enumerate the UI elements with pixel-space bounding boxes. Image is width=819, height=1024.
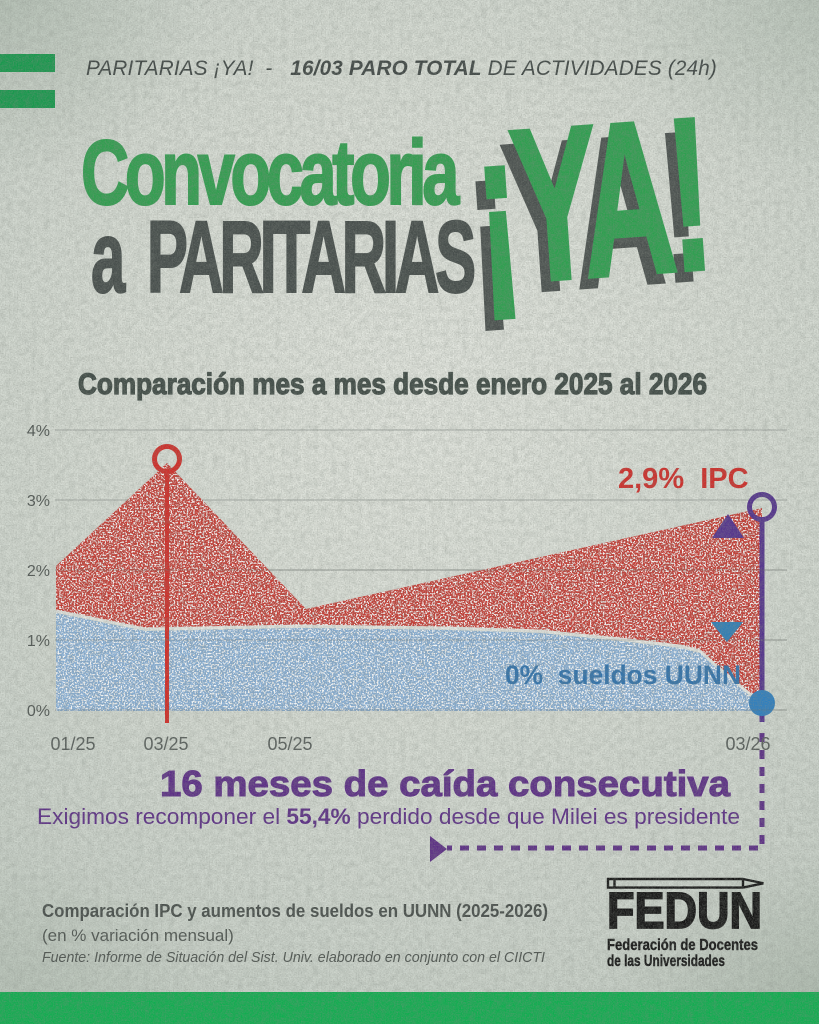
svg-text:0%: 0% [27, 703, 50, 720]
svg-text:03/25: 03/25 [143, 734, 188, 754]
svg-text:Federación de Docentes: Federación de Docentes [607, 937, 758, 954]
svg-text:01/25: 01/25 [50, 734, 95, 754]
svg-text:de las Universidades: de las Universidades [607, 953, 725, 970]
svg-text:4%: 4% [27, 423, 50, 440]
svg-text:1%: 1% [27, 633, 50, 650]
svg-text:03/26: 03/26 [725, 734, 770, 754]
svg-text:2%: 2% [27, 563, 50, 580]
svg-text:05/25: 05/25 [267, 734, 312, 754]
svg-text:FEDUN: FEDUN [607, 882, 762, 939]
svg-text:3%: 3% [27, 493, 50, 510]
